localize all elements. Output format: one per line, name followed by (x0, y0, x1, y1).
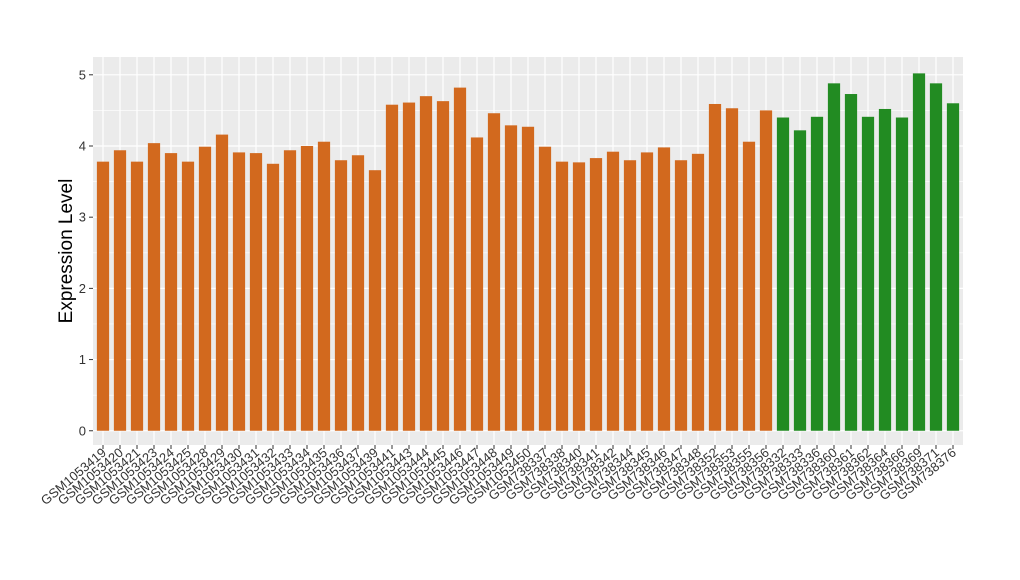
bar (419, 96, 433, 431)
bar (249, 153, 263, 431)
bar (113, 150, 127, 431)
bar (725, 108, 739, 431)
bar (895, 117, 909, 431)
bar (640, 152, 654, 431)
bar (793, 130, 807, 431)
bar (623, 160, 637, 431)
y-tick-label: 0 (79, 423, 86, 438)
bar (555, 161, 569, 431)
bar (810, 116, 824, 431)
bars (96, 73, 960, 431)
bar (776, 117, 790, 431)
bar (742, 141, 756, 431)
y-tick-label: 2 (79, 281, 86, 296)
bar (504, 125, 518, 431)
bar (759, 110, 773, 431)
bar (436, 101, 450, 431)
y-axis: 0 1 2 3 4 5 (79, 67, 93, 438)
bar (929, 83, 943, 431)
bar (521, 126, 535, 431)
bar (402, 102, 416, 431)
bar (317, 141, 331, 431)
bar (232, 152, 246, 431)
bar (147, 143, 161, 431)
bar (351, 155, 365, 431)
bar (470, 137, 484, 431)
bar (164, 153, 178, 431)
bar (181, 161, 195, 431)
y-tick-label: 4 (79, 138, 86, 153)
y-axis-title: Expression Level (56, 179, 77, 324)
bar (606, 151, 620, 431)
bar (708, 103, 722, 431)
bar (674, 160, 688, 431)
bar (266, 163, 280, 431)
bar (96, 161, 110, 431)
bar (861, 116, 875, 431)
bar (130, 161, 144, 431)
x-axis: GSM1053419GSM1053420GSM1053421GSM1053423… (38, 445, 959, 508)
bar (538, 146, 552, 431)
bar (385, 104, 399, 431)
bar (827, 83, 841, 431)
bar (215, 134, 229, 431)
bar (657, 147, 671, 431)
bar (844, 94, 858, 431)
bar (878, 108, 892, 431)
bar (589, 158, 603, 431)
bar (283, 150, 297, 431)
bar (334, 160, 348, 431)
y-tick-label: 3 (79, 210, 86, 225)
bar (572, 162, 586, 431)
y-tick-label: 1 (79, 352, 86, 367)
bar (691, 153, 705, 431)
bar (368, 170, 382, 431)
bar (198, 146, 212, 431)
bar (300, 145, 314, 431)
bar (912, 73, 926, 431)
bar (453, 87, 467, 431)
y-tick-label: 5 (79, 67, 86, 82)
bar (487, 113, 501, 431)
bar (946, 103, 960, 431)
